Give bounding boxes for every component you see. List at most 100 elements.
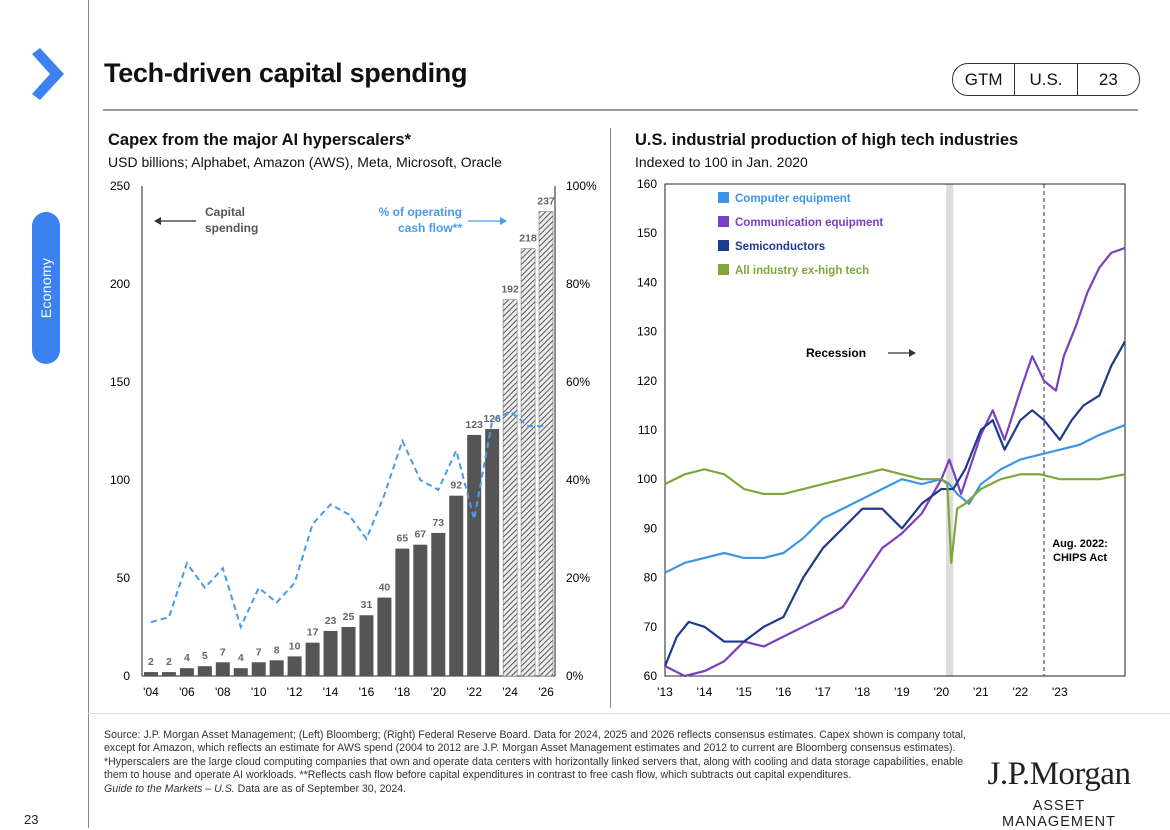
legend-swatch: [718, 240, 729, 251]
guide-badge[interactable]: GTM U.S. 23: [952, 63, 1140, 96]
y-tick-label-right: 20%: [566, 571, 590, 585]
y-tick-label: 120: [637, 374, 657, 388]
x-tick-label: '21: [973, 685, 989, 699]
capex-bar: [467, 434, 482, 676]
capex-bar: [251, 662, 266, 676]
capex-bar: [520, 248, 536, 677]
x-tick-label: '26: [538, 685, 554, 699]
y-tick-label: 160: [637, 177, 657, 191]
capex-bar: [502, 299, 518, 677]
bar-value-label: 192: [501, 284, 519, 296]
x-tick-label: '15: [736, 685, 752, 699]
x-tick-label: '16: [359, 685, 375, 699]
capex-bar: [143, 672, 158, 676]
bar-value-label: 17: [307, 627, 319, 639]
y-tick-label-right: 80%: [566, 277, 590, 291]
capex-bar: [269, 660, 284, 676]
y-tick-label: 110: [638, 423, 657, 437]
bar-value-label: 126: [483, 413, 501, 425]
capex-bar: [215, 662, 230, 676]
y-tick-label: 100: [637, 472, 657, 486]
x-tick-label: '14: [323, 685, 339, 699]
badge-region: U.S.: [1014, 64, 1076, 95]
bar-value-label: 2: [166, 656, 172, 668]
capex-bar: [449, 495, 464, 676]
bar-value-label: 23: [325, 615, 337, 627]
bar-value-label: 65: [397, 533, 409, 545]
left-arrow-head: [154, 217, 161, 225]
capex-bar: [413, 544, 428, 676]
capex-bar: [323, 630, 338, 676]
recession-band: [946, 184, 954, 676]
x-tick-label: '17: [815, 685, 831, 699]
x-tick-label: '04: [143, 685, 159, 699]
x-tick-label: '06: [179, 685, 195, 699]
y-tick-label-left: 50: [117, 571, 131, 585]
cashflow-pct-line: [150, 410, 547, 630]
capex-bar: [431, 532, 446, 676]
capex-bar: [377, 597, 392, 676]
section-tab-economy[interactable]: Economy: [32, 212, 60, 364]
bar-value-label: 7: [220, 646, 226, 658]
y-tick-label-left: 100: [110, 473, 130, 487]
bar-value-label: 7: [256, 646, 262, 658]
right-chart-subtitle: Indexed to 100 in Jan. 2020: [635, 154, 808, 170]
capex-bar: [161, 672, 176, 676]
y-tick-label: 60: [644, 669, 658, 683]
bar-value-label: 4: [238, 652, 244, 664]
badge-page: 23: [1076, 64, 1139, 95]
cashflow-pct-label: % of operating: [379, 205, 462, 219]
y-tick-label: 150: [637, 226, 657, 240]
capital-spending-label: Capital: [205, 205, 245, 219]
y-tick-label-right: 40%: [566, 473, 590, 487]
capex-bar: [197, 666, 212, 676]
chevron-right-icon[interactable]: [30, 48, 66, 100]
y-tick-label-left: 200: [110, 277, 130, 291]
bar-value-label: 40: [379, 582, 391, 594]
y-tick-label-right: 0%: [566, 669, 584, 683]
series-line: [664, 424, 1126, 574]
bar-value-label: 8: [274, 644, 280, 656]
series-line: [663, 340, 1126, 667]
capex-bar: [395, 548, 410, 676]
capex-bar: [179, 668, 194, 676]
x-tick-label: '23: [1052, 685, 1068, 699]
capital-spending-label: spending: [205, 221, 258, 235]
y-tick-label-right: 60%: [566, 375, 590, 389]
bar-value-label: 218: [519, 233, 537, 245]
y-tick-label-left: 250: [110, 179, 130, 193]
x-tick-label: '10: [251, 685, 267, 699]
x-tick-label: '18: [855, 685, 871, 699]
source-footnote: Source: J.P. Morgan Asset Management; (L…: [104, 729, 976, 796]
footnote-text: Source: J.P. Morgan Asset Management; (L…: [104, 729, 966, 782]
left-chart-title: Capex from the major AI hyperscalers*: [108, 131, 411, 149]
x-tick-label: '13: [657, 685, 673, 699]
legend-label: All industry ex-high tech: [735, 265, 869, 277]
x-tick-label: '18: [395, 685, 411, 699]
bar-value-label: 67: [414, 529, 426, 541]
x-tick-label: '08: [215, 685, 231, 699]
page-title: Tech-driven capital spending: [104, 58, 468, 88]
y-tick-label: 140: [637, 275, 657, 289]
x-tick-label: '19: [894, 685, 910, 699]
bar-value-label: 237: [537, 195, 555, 207]
capex-bar: [341, 627, 356, 676]
left-sidebar: Economy 23: [0, 0, 89, 828]
left-chart-subtitle: USD billions; Alphabet, Amazon (AWS), Me…: [108, 154, 502, 170]
footnote-guide: Guide to the Markets – U.S.: [104, 782, 235, 795]
bar-value-label: 2: [148, 656, 154, 668]
bar-value-label: 92: [450, 480, 462, 492]
legend-swatch: [718, 192, 729, 203]
section-label: Economy: [38, 257, 54, 319]
x-tick-label: '14: [697, 685, 713, 699]
legend-label: Computer equipment: [735, 193, 851, 205]
capex-bar: [485, 429, 500, 676]
y-tick-label: 80: [644, 571, 658, 585]
legend-label: Semiconductors: [735, 241, 825, 253]
capex-bar: [538, 211, 554, 677]
y-tick-label: 90: [644, 521, 658, 535]
x-tick-label: '20: [430, 685, 446, 699]
bar-value-label: 5: [202, 650, 208, 662]
page-number: 23: [24, 812, 39, 827]
y-tick-label-left: 150: [110, 375, 130, 389]
